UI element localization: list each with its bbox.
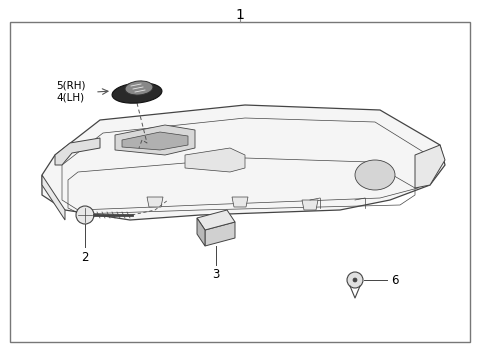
Ellipse shape (125, 81, 153, 95)
Polygon shape (197, 218, 205, 246)
Polygon shape (55, 138, 100, 165)
Polygon shape (302, 200, 318, 210)
Polygon shape (232, 197, 248, 207)
Polygon shape (185, 148, 245, 172)
Polygon shape (42, 175, 65, 220)
Circle shape (76, 206, 94, 224)
Ellipse shape (355, 160, 395, 190)
Text: 6: 6 (391, 273, 398, 286)
Text: 4(LH): 4(LH) (56, 93, 84, 103)
Polygon shape (42, 105, 445, 220)
Text: 3: 3 (212, 268, 220, 281)
Polygon shape (197, 210, 235, 230)
Circle shape (353, 278, 357, 282)
Text: 5(RH): 5(RH) (56, 81, 85, 91)
Text: 1: 1 (236, 8, 244, 22)
Polygon shape (122, 132, 188, 150)
Polygon shape (147, 197, 163, 207)
Polygon shape (205, 222, 235, 246)
Circle shape (347, 272, 363, 288)
Polygon shape (415, 145, 445, 188)
Text: 2: 2 (81, 251, 89, 264)
Polygon shape (115, 125, 195, 155)
Ellipse shape (112, 83, 162, 103)
